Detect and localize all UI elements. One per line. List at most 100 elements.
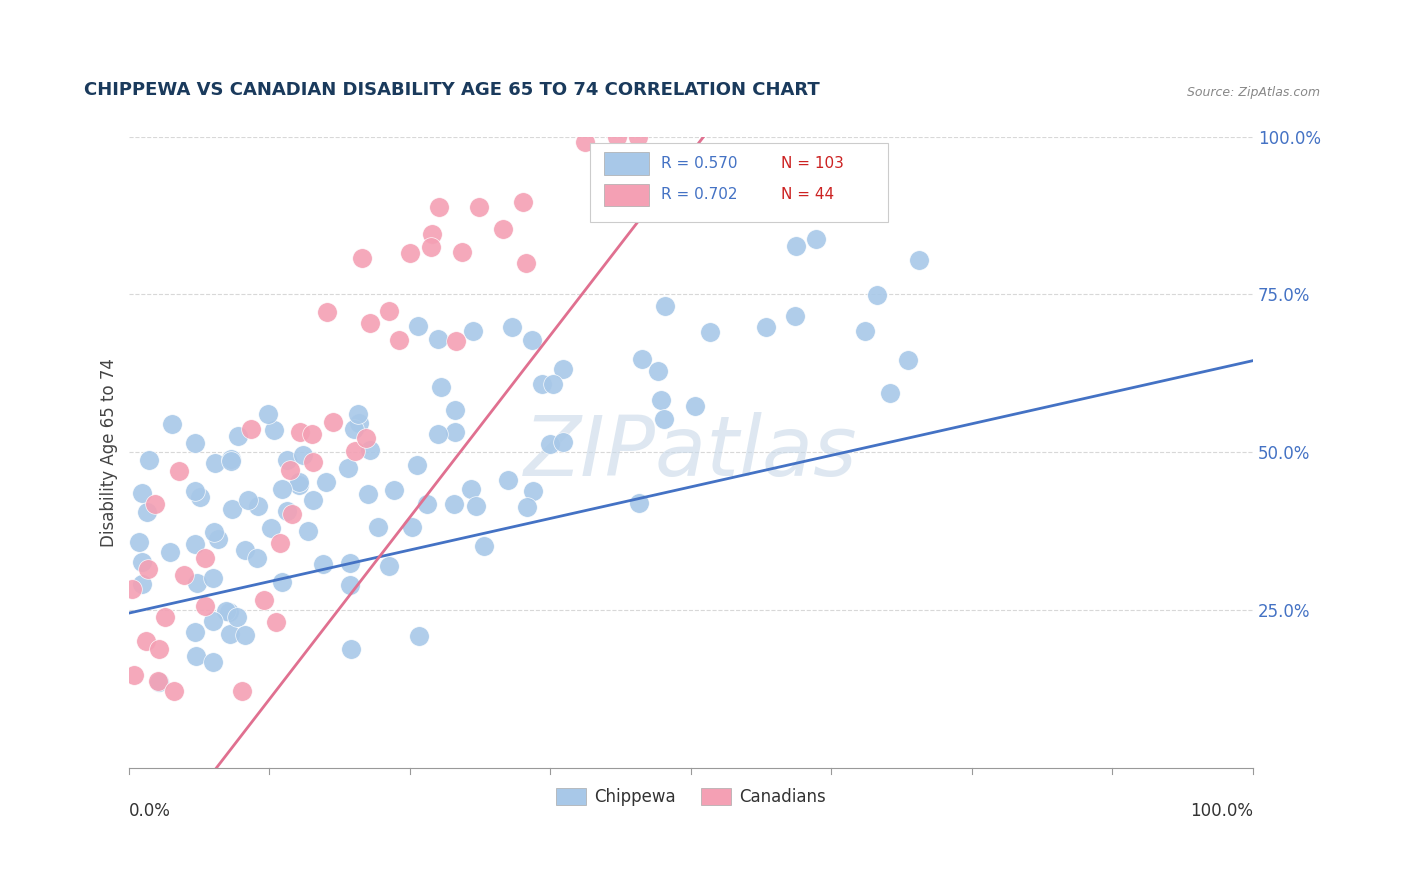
- Point: [647, 364, 669, 378]
- Point: [253, 592, 276, 607]
- FancyBboxPatch shape: [605, 153, 650, 175]
- Point: [184, 625, 207, 640]
- Point: [204, 456, 226, 470]
- Point: [270, 574, 292, 589]
- Point: [297, 524, 319, 538]
- Point: [427, 200, 450, 214]
- Point: [897, 353, 920, 368]
- Point: [628, 496, 651, 510]
- Point: [468, 200, 491, 214]
- Point: [246, 550, 269, 565]
- Point: [367, 520, 389, 534]
- Point: [654, 299, 676, 313]
- Point: [131, 577, 153, 591]
- Point: [444, 334, 467, 348]
- Point: [498, 473, 520, 487]
- Point: [143, 497, 166, 511]
- Point: [239, 422, 262, 436]
- Point: [146, 673, 169, 688]
- Point: [233, 543, 256, 558]
- Point: [443, 497, 465, 511]
- Point: [346, 407, 368, 421]
- Point: [246, 500, 269, 514]
- Text: ZIPatlas: ZIPatlas: [524, 412, 858, 492]
- Point: [501, 319, 523, 334]
- Point: [271, 482, 294, 496]
- Point: [264, 615, 287, 629]
- Point: [783, 309, 806, 323]
- Point: [194, 599, 217, 613]
- Point: [406, 458, 429, 472]
- Point: [354, 431, 377, 445]
- Point: [260, 520, 283, 534]
- Point: [201, 571, 224, 585]
- Point: [408, 629, 430, 643]
- Point: [343, 444, 366, 458]
- Point: [416, 497, 439, 511]
- Point: [337, 461, 360, 475]
- Point: [538, 436, 561, 450]
- Point: [377, 303, 399, 318]
- Point: [257, 407, 280, 421]
- Point: [553, 434, 575, 449]
- Point: [136, 562, 159, 576]
- Point: [866, 288, 889, 302]
- Point: [215, 605, 238, 619]
- Text: R = 0.570: R = 0.570: [661, 156, 737, 170]
- Point: [121, 582, 143, 596]
- Point: [276, 503, 298, 517]
- Point: [357, 487, 380, 501]
- Point: [135, 634, 157, 648]
- Point: [135, 504, 157, 518]
- FancyBboxPatch shape: [605, 184, 650, 206]
- Point: [406, 318, 429, 333]
- Point: [420, 240, 443, 254]
- Point: [401, 520, 423, 534]
- Point: [515, 256, 537, 270]
- Point: [652, 412, 675, 426]
- Point: [388, 334, 411, 348]
- Point: [430, 380, 453, 394]
- Point: [233, 628, 256, 642]
- Point: [202, 524, 225, 539]
- Point: [287, 477, 309, 491]
- Point: [522, 333, 544, 347]
- Point: [287, 475, 309, 489]
- Point: [183, 536, 205, 550]
- Point: [263, 423, 285, 437]
- Point: [202, 614, 225, 628]
- Point: [201, 655, 224, 669]
- Point: [650, 393, 672, 408]
- Text: Source: ZipAtlas.com: Source: ZipAtlas.com: [1187, 86, 1320, 99]
- Point: [530, 377, 553, 392]
- Point: [219, 452, 242, 467]
- Point: [551, 362, 574, 376]
- Point: [853, 324, 876, 338]
- Point: [574, 135, 596, 149]
- Point: [399, 246, 422, 260]
- Point: [302, 493, 325, 508]
- Point: [278, 463, 301, 477]
- Point: [188, 490, 211, 504]
- Point: [347, 416, 370, 430]
- Point: [184, 648, 207, 663]
- Point: [420, 227, 443, 242]
- Point: [339, 578, 361, 592]
- Point: [155, 610, 177, 624]
- Point: [451, 245, 474, 260]
- Text: N = 103: N = 103: [780, 156, 844, 170]
- Point: [627, 129, 650, 144]
- Point: [184, 436, 207, 450]
- Point: [312, 557, 335, 571]
- Point: [606, 129, 628, 144]
- Point: [699, 325, 721, 339]
- Point: [193, 550, 215, 565]
- Point: [785, 238, 807, 252]
- Point: [492, 222, 515, 236]
- Point: [343, 421, 366, 435]
- Point: [444, 425, 467, 439]
- Point: [281, 507, 304, 521]
- Point: [443, 403, 465, 417]
- Point: [378, 558, 401, 573]
- Point: [288, 425, 311, 439]
